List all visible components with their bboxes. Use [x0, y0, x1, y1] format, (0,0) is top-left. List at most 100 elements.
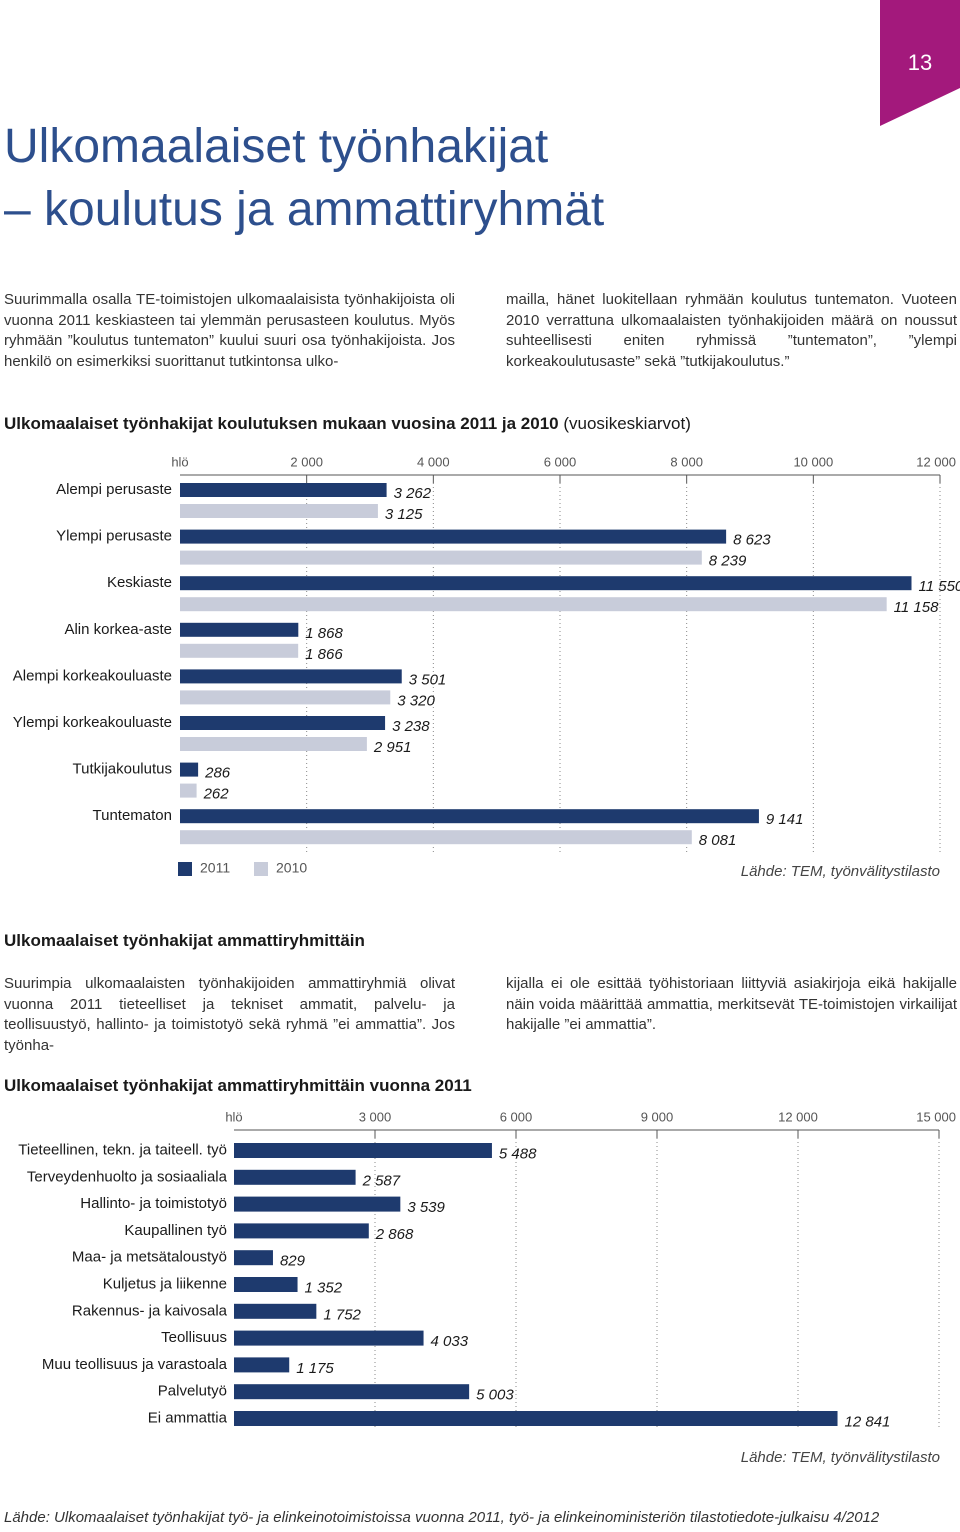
bar [234, 1196, 401, 1212]
category-label: Terveydenhuolto ja sosiaaliala [27, 1168, 228, 1185]
category-label: Kuljetus ja liikenne [103, 1275, 227, 1292]
value-label: 286 [204, 765, 231, 782]
page-number: 13 [908, 50, 932, 75]
x-axis-label: hlö [225, 1109, 242, 1124]
value-label: 11 158 [894, 599, 939, 616]
bar [234, 1330, 424, 1346]
value-label: 2 868 [375, 1226, 414, 1243]
bar [180, 783, 197, 798]
bar [180, 504, 378, 518]
bar [180, 809, 759, 824]
value-label: 12 841 [845, 1413, 891, 1430]
page-title: Ulkomaalaiset työnhakijat [4, 120, 549, 173]
value-label: 5 488 [499, 1145, 537, 1162]
x-tick-label: 6 000 [500, 1109, 533, 1124]
value-label: 3 238 [392, 718, 430, 735]
chart-subtitle: (vuosikeskiarvot) [563, 414, 691, 433]
category-label: Palvelutyö [158, 1383, 227, 1400]
category-label: Kaupallinen työ [124, 1222, 227, 1239]
category-label: Ylempi korkeakouluaste [13, 714, 172, 731]
chart-title-text: Ulkomaalaiset työnhakijat koulutuksen mu… [4, 414, 559, 433]
legend-label: 2010 [276, 860, 307, 876]
x-axis-label: hlö [171, 454, 188, 469]
value-label: 2 951 [373, 739, 412, 756]
bar [180, 597, 887, 612]
value-label: 5 003 [476, 1387, 514, 1404]
x-tick-label: 10 000 [793, 454, 833, 469]
value-label: 1 352 [305, 1279, 343, 1296]
category-label: Alempi korkeakouluaste [13, 667, 172, 684]
category-label: Ei ammattia [148, 1409, 228, 1426]
value-label: 3 320 [397, 692, 435, 709]
bar [234, 1357, 290, 1373]
category-label: Muu teollisuus ja varastoala [42, 1356, 228, 1373]
category-label: Tieteellinen, tekn. ja taiteell. työ [18, 1141, 227, 1158]
x-tick-label: 12 000 [778, 1109, 818, 1124]
category-label: Teollisuus [161, 1329, 227, 1346]
value-label: 1 866 [305, 646, 343, 663]
value-label: 1 175 [296, 1360, 334, 1377]
bar [234, 1411, 838, 1426]
x-tick-label: 9 000 [641, 1109, 674, 1124]
bar [234, 1143, 492, 1158]
x-tick-label: 8 000 [670, 454, 703, 469]
chart-title: Ulkomaalaiset työnhakijat ammattiryhmitt… [4, 1076, 472, 1095]
bar [234, 1250, 273, 1266]
value-label: 8 623 [733, 532, 771, 549]
category-label: Tuntematon [93, 807, 173, 824]
bar [180, 737, 367, 751]
bar [180, 576, 912, 591]
value-label: 8 239 [709, 553, 747, 570]
category-label: Keskiaste [107, 574, 172, 591]
value-label: 4 033 [431, 1333, 469, 1350]
bar [180, 690, 391, 705]
section-heading: Ulkomaalaiset työnhakijat ammattiryhmitt… [4, 931, 365, 950]
bar [180, 643, 299, 658]
bar [234, 1277, 298, 1292]
bar [234, 1223, 369, 1239]
legend-swatch [178, 862, 192, 876]
page-title: – koulutus ja ammattiryhmät [4, 183, 605, 236]
bar [180, 622, 299, 637]
section-text-left: Suurimpia ulkomaalaisten työnhakijoiden … [4, 975, 455, 1054]
bar [180, 716, 386, 730]
value-label: 1 868 [305, 625, 343, 642]
bar [180, 483, 387, 497]
section-text-right: kijalla ei ole esittää työhistoriaan lii… [506, 975, 957, 1033]
value-label: 1 752 [323, 1306, 361, 1323]
value-label: 8 081 [699, 832, 737, 849]
value-label: 2 587 [362, 1172, 401, 1189]
intro-left: Suurimmalla osalla TE-toimistojen ulkoma… [4, 291, 455, 370]
bar [234, 1384, 470, 1400]
category-label: Alin korkea-aste [64, 621, 172, 638]
legend-label: 2011 [200, 860, 230, 876]
bar [180, 669, 402, 684]
category-label: Tutkijakoulutus [73, 761, 173, 778]
value-label: 3 539 [407, 1199, 445, 1216]
intro-right: mailla, hänet luokitellaan ryhmään koulu… [506, 291, 957, 370]
category-label: Alempi perusaste [56, 481, 172, 498]
category-label: Rakennus- ja kaivosala [72, 1302, 228, 1319]
value-label: 262 [203, 786, 230, 803]
x-tick-label: 4 000 [417, 454, 450, 469]
value-label: 3 262 [394, 485, 432, 502]
x-tick-label: 15 000 [916, 1109, 956, 1124]
chart-source: Lähde: TEM, työnvälitystilasto [741, 863, 940, 880]
x-tick-label: 3 000 [359, 1109, 392, 1124]
bar [180, 830, 692, 845]
page-number-badge [880, 0, 960, 126]
value-label: 3 501 [409, 671, 447, 688]
value-label: 9 141 [766, 811, 804, 828]
bar [180, 550, 702, 565]
value-label: 3 125 [385, 506, 423, 523]
bar [234, 1303, 317, 1319]
category-label: Maa- ja metsätaloustyö [72, 1249, 227, 1266]
footer-source: Lähde: Ulkomaalaiset työnhakijat työ- ja… [4, 1509, 880, 1526]
value-label: 11 550 [919, 578, 960, 595]
bar [180, 762, 199, 777]
bar [234, 1169, 356, 1185]
chart-title: Ulkomaalaiset työnhakijat koulutuksen mu… [4, 414, 691, 434]
category-label: Hallinto- ja toimistotyö [80, 1195, 227, 1212]
